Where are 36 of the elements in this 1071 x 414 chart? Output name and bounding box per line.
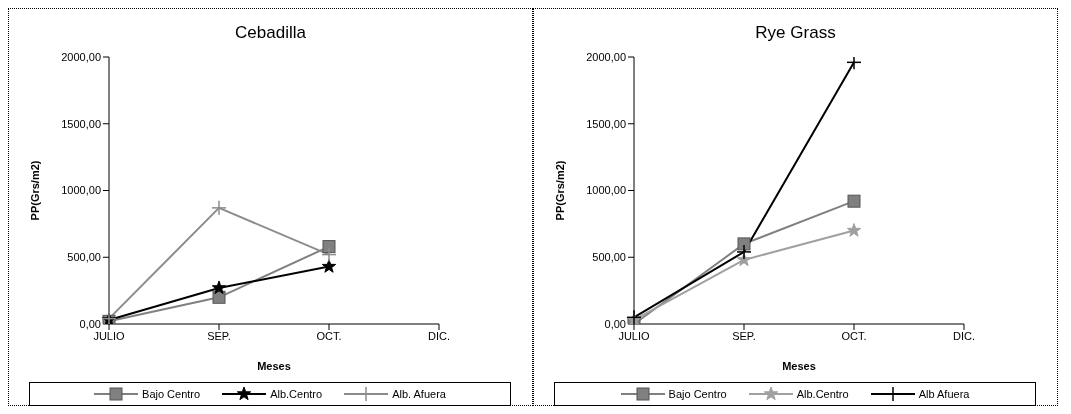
legend-label: Alb.Centro — [270, 388, 323, 400]
x-tick-label: JULIO — [618, 329, 651, 342]
chart-title: Cebadilla — [234, 23, 307, 43]
y-tick-label: 0,00 — [79, 317, 101, 330]
legend-label: Alb. Afuera — [392, 388, 446, 400]
x-axis-title: Meses — [782, 360, 816, 372]
point — [846, 223, 862, 237]
x-tick-label: OCT. — [316, 329, 342, 342]
point — [211, 280, 227, 295]
y-tick-label: 500,00 — [67, 251, 101, 264]
legend-label: Alb Afuera — [918, 388, 970, 400]
point — [321, 259, 337, 273]
legend-label: Bajo Centro — [142, 388, 201, 400]
chart-title: Rye Grass — [754, 23, 837, 43]
x-tick-label: SEP. — [207, 329, 231, 342]
point — [322, 240, 336, 254]
point — [737, 237, 751, 251]
y-tick-label: 1500,00 — [586, 117, 626, 130]
y-tick-label: 2000,00 — [586, 50, 626, 63]
x-tick-label: OCT. — [841, 329, 867, 342]
y-tick-label: 1000,00 — [586, 184, 626, 197]
y-tick-label: 500,00 — [592, 251, 626, 264]
y-axis-title: PP(Grs/m2) — [553, 160, 566, 221]
y-tick-label: 2000,00 — [61, 50, 101, 63]
x-tick-label: DIC. — [428, 329, 450, 342]
x-tick-label: DIC. — [953, 329, 975, 342]
y-axis-title: PP(Grs/m2) — [28, 160, 41, 221]
x-tick-label: JULIO — [93, 329, 126, 342]
y-tick-label: 1000,00 — [61, 184, 101, 197]
x-tick-label: SEP. — [732, 329, 756, 342]
legend-label: Bajo Centro — [668, 388, 727, 400]
legend-label: Alb.Centro — [796, 388, 849, 400]
y-tick-label: 0,00 — [604, 317, 626, 330]
x-axis-title: Meses — [257, 360, 291, 372]
point — [847, 194, 861, 208]
y-tick-label: 1500,00 — [61, 117, 101, 130]
